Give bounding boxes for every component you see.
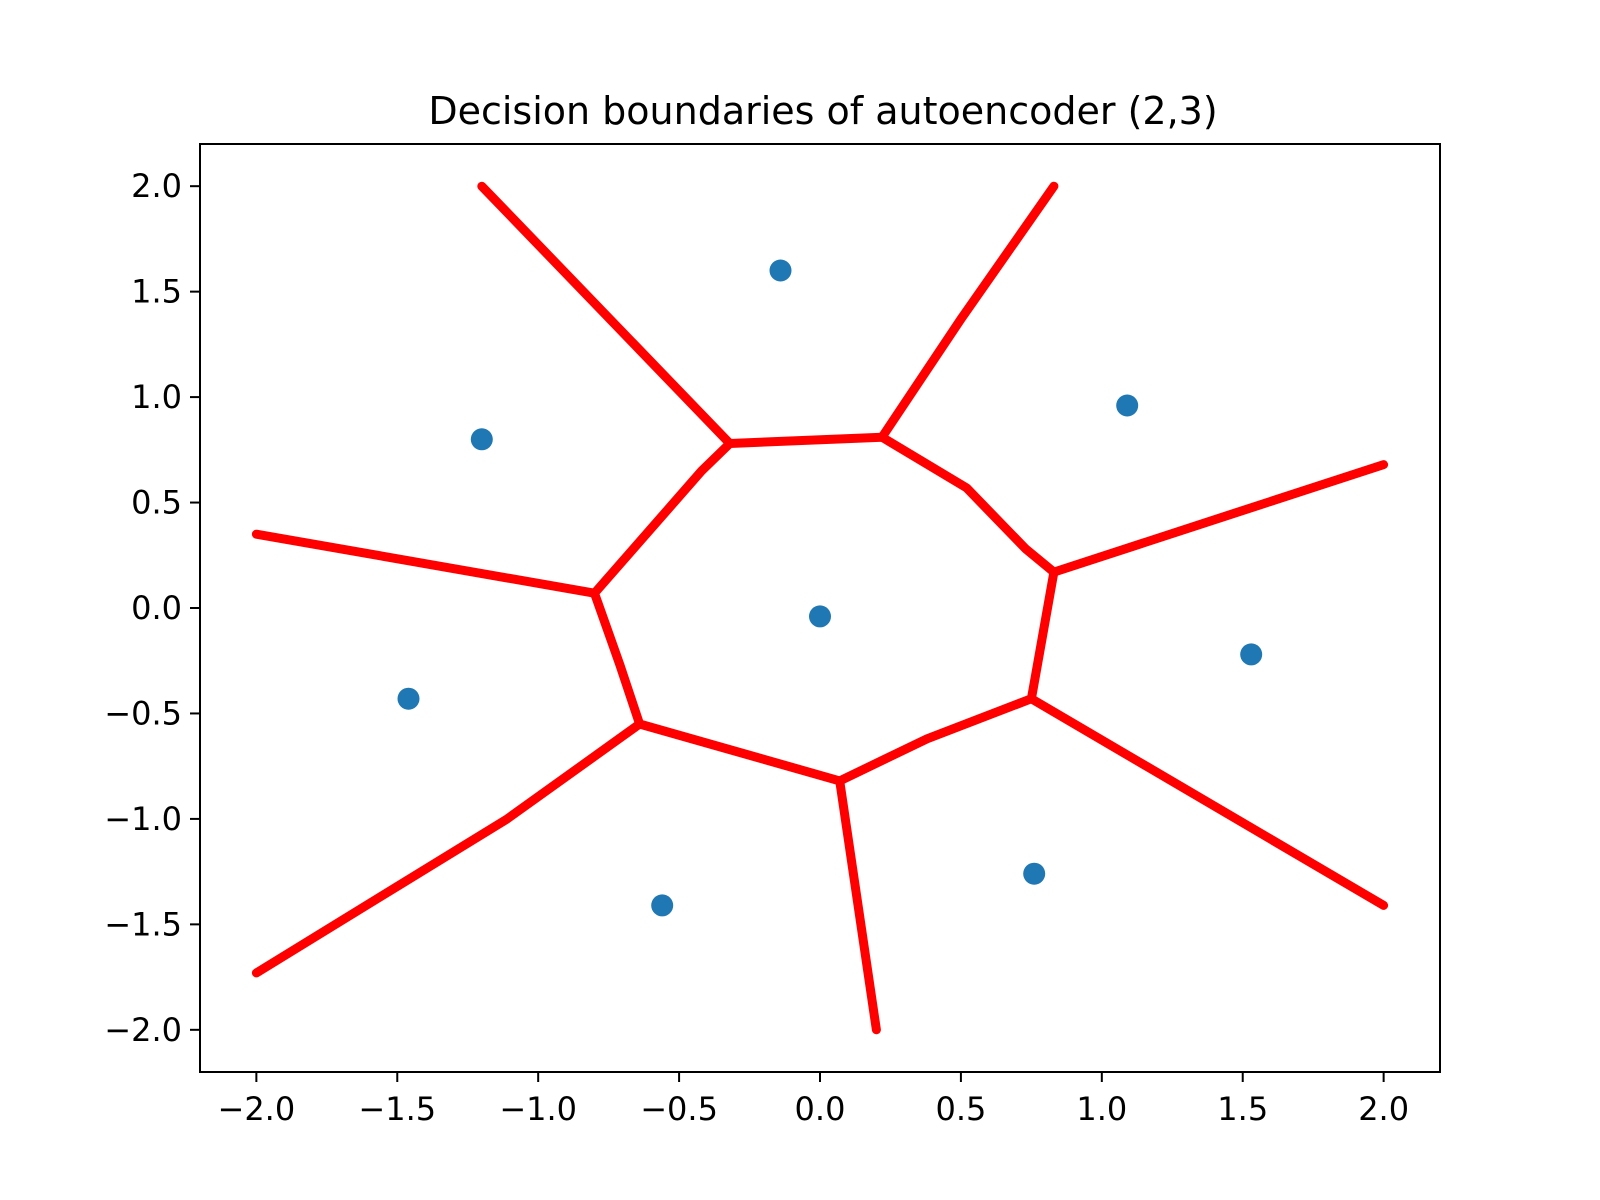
data-points xyxy=(397,259,1263,917)
y-tick-label: −0.5 xyxy=(104,694,182,732)
boundary-line-2 xyxy=(477,181,735,448)
data-point-2 xyxy=(1116,394,1139,417)
y-tick-label: 0.0 xyxy=(131,589,182,627)
x-tick-label: −0.5 xyxy=(640,1090,718,1128)
boundary-line-5 xyxy=(1026,694,1389,910)
y-tick-label: 0.5 xyxy=(131,484,182,522)
x-tick-label: 1.0 xyxy=(1076,1090,1127,1128)
chart-title: Decision boundaries of autoencoder (2,3) xyxy=(428,89,1217,133)
x-tick-label: 0.5 xyxy=(935,1090,986,1128)
y-tick-label: 1.5 xyxy=(131,273,182,311)
boundary-line-4 xyxy=(1049,460,1389,577)
y-tick-label: −1.0 xyxy=(104,800,182,838)
data-point-7 xyxy=(1023,862,1046,885)
y-tick-label: 2.0 xyxy=(131,167,182,205)
x-axis: −2.0 −1.5 −1.0 −0.5 0.0 0.5 1.0 1.5 2.0 xyxy=(218,1072,1409,1128)
y-tick-label: −1.5 xyxy=(104,905,182,943)
data-point-3 xyxy=(470,428,493,451)
data-point-6 xyxy=(397,687,420,710)
x-tick-label: 1.5 xyxy=(1217,1090,1268,1128)
y-tick-label: 1.0 xyxy=(131,378,182,416)
decision-boundaries xyxy=(251,181,1389,1035)
x-tick-label: 2.0 xyxy=(1358,1090,1409,1128)
boundary-line-6 xyxy=(835,776,881,1035)
data-point-5 xyxy=(1240,643,1263,666)
x-tick-label: 0.0 xyxy=(795,1090,846,1128)
boundary-line-8 xyxy=(251,529,599,598)
data-point-1 xyxy=(769,259,792,282)
data-point-8 xyxy=(651,894,674,917)
y-axis: −2.0 −1.5 −1.0 −0.5 0.0 0.5 1.0 1.5 2.0 xyxy=(104,167,200,1049)
data-point-4 xyxy=(809,605,831,628)
x-tick-label: −2.0 xyxy=(218,1090,296,1128)
boundary-line-3 xyxy=(877,181,1059,442)
boundary-line-7 xyxy=(251,719,645,978)
x-tick-label: −1.5 xyxy=(358,1090,436,1128)
x-tick-label: −1.0 xyxy=(499,1090,577,1128)
y-tick-label: −2.0 xyxy=(104,1011,182,1049)
